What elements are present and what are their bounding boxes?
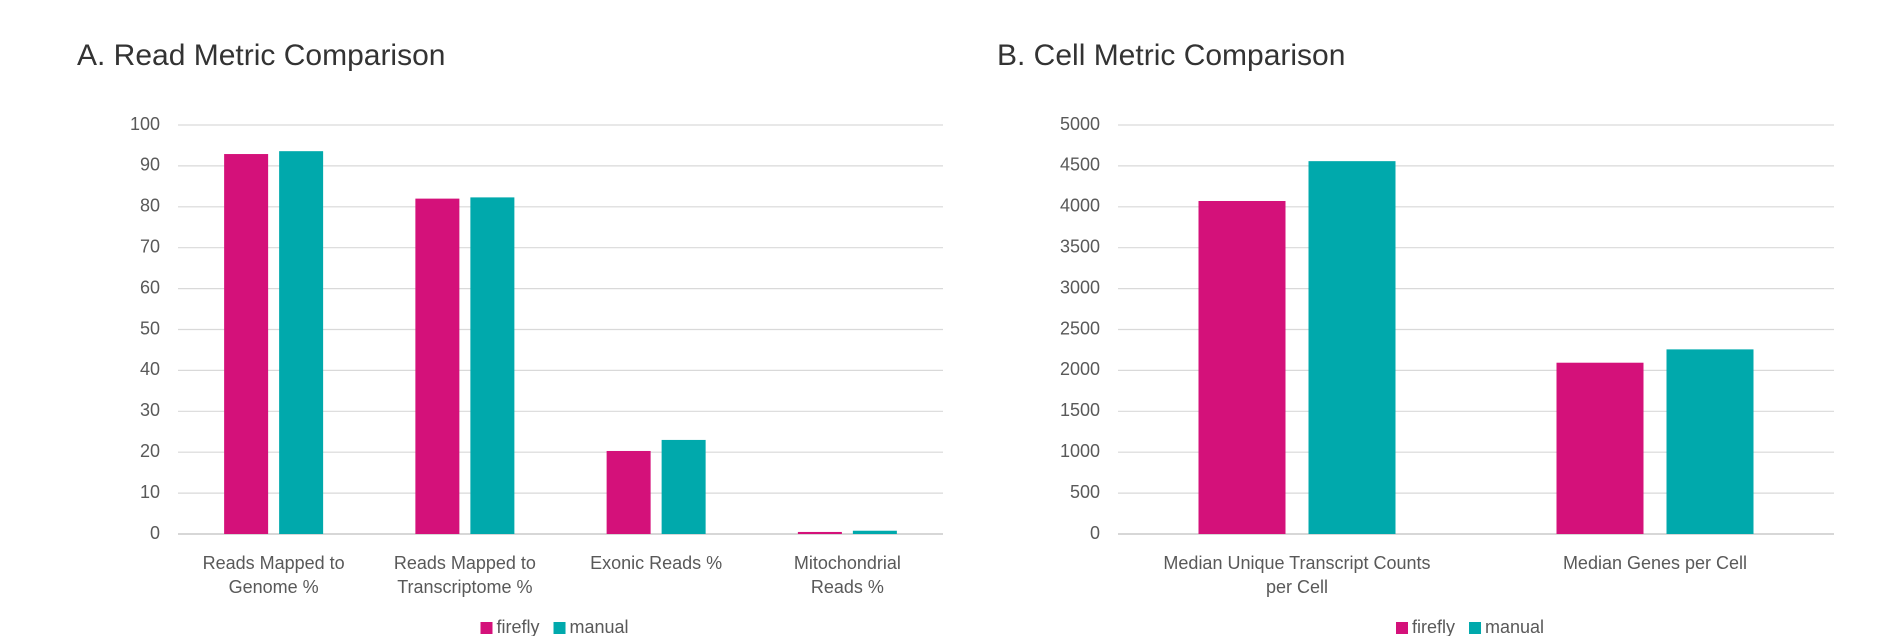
bar <box>415 198 460 534</box>
legend-swatch <box>1396 622 1408 634</box>
bar <box>279 151 324 534</box>
y-tick-label: 10 <box>140 482 160 502</box>
y-tick-label: 2000 <box>1060 359 1100 379</box>
x-tick-label: Median Genes per Cell <box>1563 553 1747 573</box>
x-tick-label: Median Unique Transcript Counts per Cell <box>1163 553 1430 597</box>
bar <box>470 197 515 534</box>
x-tick-label: Reads Mapped to Genome % <box>203 553 345 597</box>
legend-label: firefly <box>1412 617 1455 636</box>
y-tick-label: 0 <box>1090 523 1100 543</box>
y-tick-label: 3500 <box>1060 236 1100 256</box>
bar <box>852 530 897 534</box>
y-tick-label: 50 <box>140 318 160 338</box>
y-tick-label: 4500 <box>1060 155 1100 175</box>
y-tick-label: 100 <box>130 114 160 134</box>
legend-label: manual <box>1485 617 1544 636</box>
legend-swatch <box>553 622 566 634</box>
y-tick-label: 1000 <box>1060 441 1100 461</box>
bar <box>661 439 706 534</box>
bar <box>224 154 269 534</box>
x-tick-label: Exonic Reads % <box>590 553 722 573</box>
bar <box>1308 161 1396 535</box>
y-tick-label: 20 <box>140 441 160 461</box>
bar <box>606 450 651 534</box>
chart: B. Cell Metric Comparison 0 500 1000 1500 200… <box>997 39 1834 636</box>
bar <box>797 531 842 534</box>
bar <box>1666 349 1754 534</box>
y-tick-label: 40 <box>140 359 160 379</box>
y-tick-label: 4000 <box>1060 196 1100 216</box>
chart-title: A. Read Metric Comparison <box>77 39 445 72</box>
legend-swatch <box>480 622 493 634</box>
y-tick-label: 80 <box>140 196 160 216</box>
y-tick-label: 30 <box>140 400 160 420</box>
x-tick-label: Mitochondrial Reads % <box>794 553 901 597</box>
y-tick-label: 70 <box>140 236 160 256</box>
chart: A. Read Metric Comparison 0 10 20 30 40 50 60 70… <box>77 39 943 636</box>
legend-label: firefly <box>497 617 540 636</box>
y-tick-label: 2500 <box>1060 318 1100 338</box>
bar <box>1198 200 1286 535</box>
y-tick-label: 3000 <box>1060 277 1100 297</box>
y-tick-label: 1500 <box>1060 400 1100 420</box>
legend-label: manual <box>570 617 629 636</box>
y-tick-label: 500 <box>1070 482 1100 502</box>
y-tick-label: 0 <box>150 523 160 543</box>
bar <box>1556 362 1644 534</box>
y-tick-label: 5000 <box>1060 114 1100 134</box>
chart-title: B. Cell Metric Comparison <box>997 39 1345 72</box>
y-tick-label: 60 <box>140 277 160 297</box>
legend-swatch <box>1469 622 1482 634</box>
y-tick-label: 90 <box>140 155 160 175</box>
x-tick-label: Reads Mapped to Transcriptome % <box>394 553 536 597</box>
